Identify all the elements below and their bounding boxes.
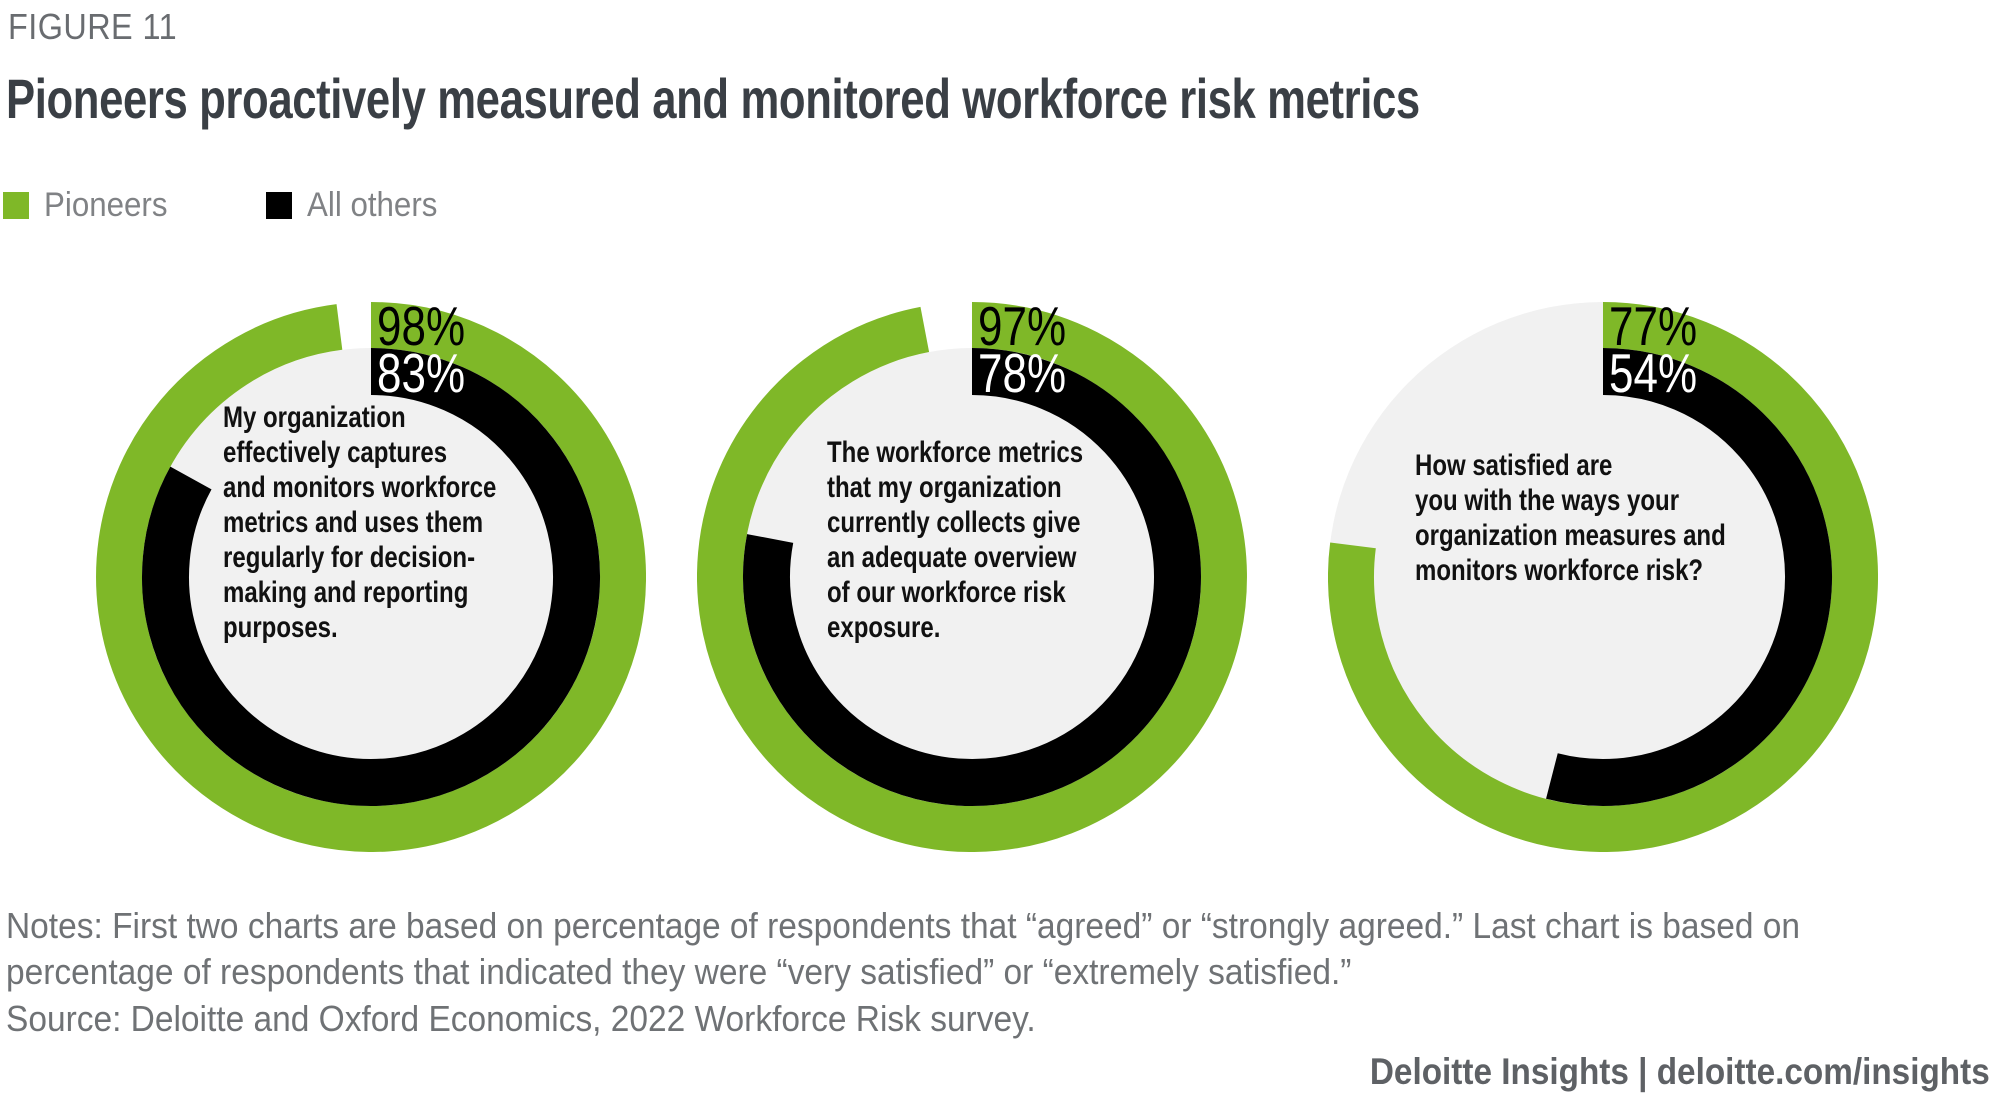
donut-question-text: My organization effectively captures and… [223,401,497,644]
donut-chart-2: 97% 78% The workforce metrics that my or… [697,295,1247,852]
donut-rings-1 [96,302,646,852]
legend-label-pioneers: Pioneers [44,186,168,224]
donut-chart-1: 98% 83% My organization effectively capt… [96,295,646,852]
donut-charts-row: 98% 83% My organization effectively capt… [0,295,2000,852]
legend-label-all-others: All others [307,186,438,224]
all-others-value-label: 78% [978,342,1067,404]
pioneers-swatch-icon [3,192,29,219]
all-others-value-label: 54% [1609,342,1698,404]
all-others-swatch-icon [266,192,293,219]
legend-item-pioneers: Pioneers [3,186,178,225]
donut-rings-3 [1328,302,1878,852]
donut-question-text: How satisfied are you with the ways your… [1415,449,1726,587]
donut-question-text: The workforce metrics that my organizati… [827,436,1084,644]
pioneers-value-label: 98% [377,295,466,357]
all-others-value-label: 83% [377,342,466,404]
notes-text: Notes: First two charts are based on per… [6,905,1801,992]
figure-label: FIGURE 11 [8,6,178,47]
donut-chart-3: 77% 54% How satisfied are you with the w… [1328,295,1878,852]
legend: Pioneers All others [3,186,537,225]
deloitte-insights-footer: Deloitte Insights | deloitte.com/insight… [1370,1051,1990,1092]
page-title: Pioneers proactively measured and monito… [6,67,1420,130]
pioneers-value-label: 77% [1609,295,1698,357]
pioneers-value-label: 97% [978,295,1067,357]
legend-item-all-others: All others [266,186,449,225]
donut-rings-2 [697,302,1247,852]
source-text: Source: Deloitte and Oxford Economics, 2… [6,998,1036,1039]
